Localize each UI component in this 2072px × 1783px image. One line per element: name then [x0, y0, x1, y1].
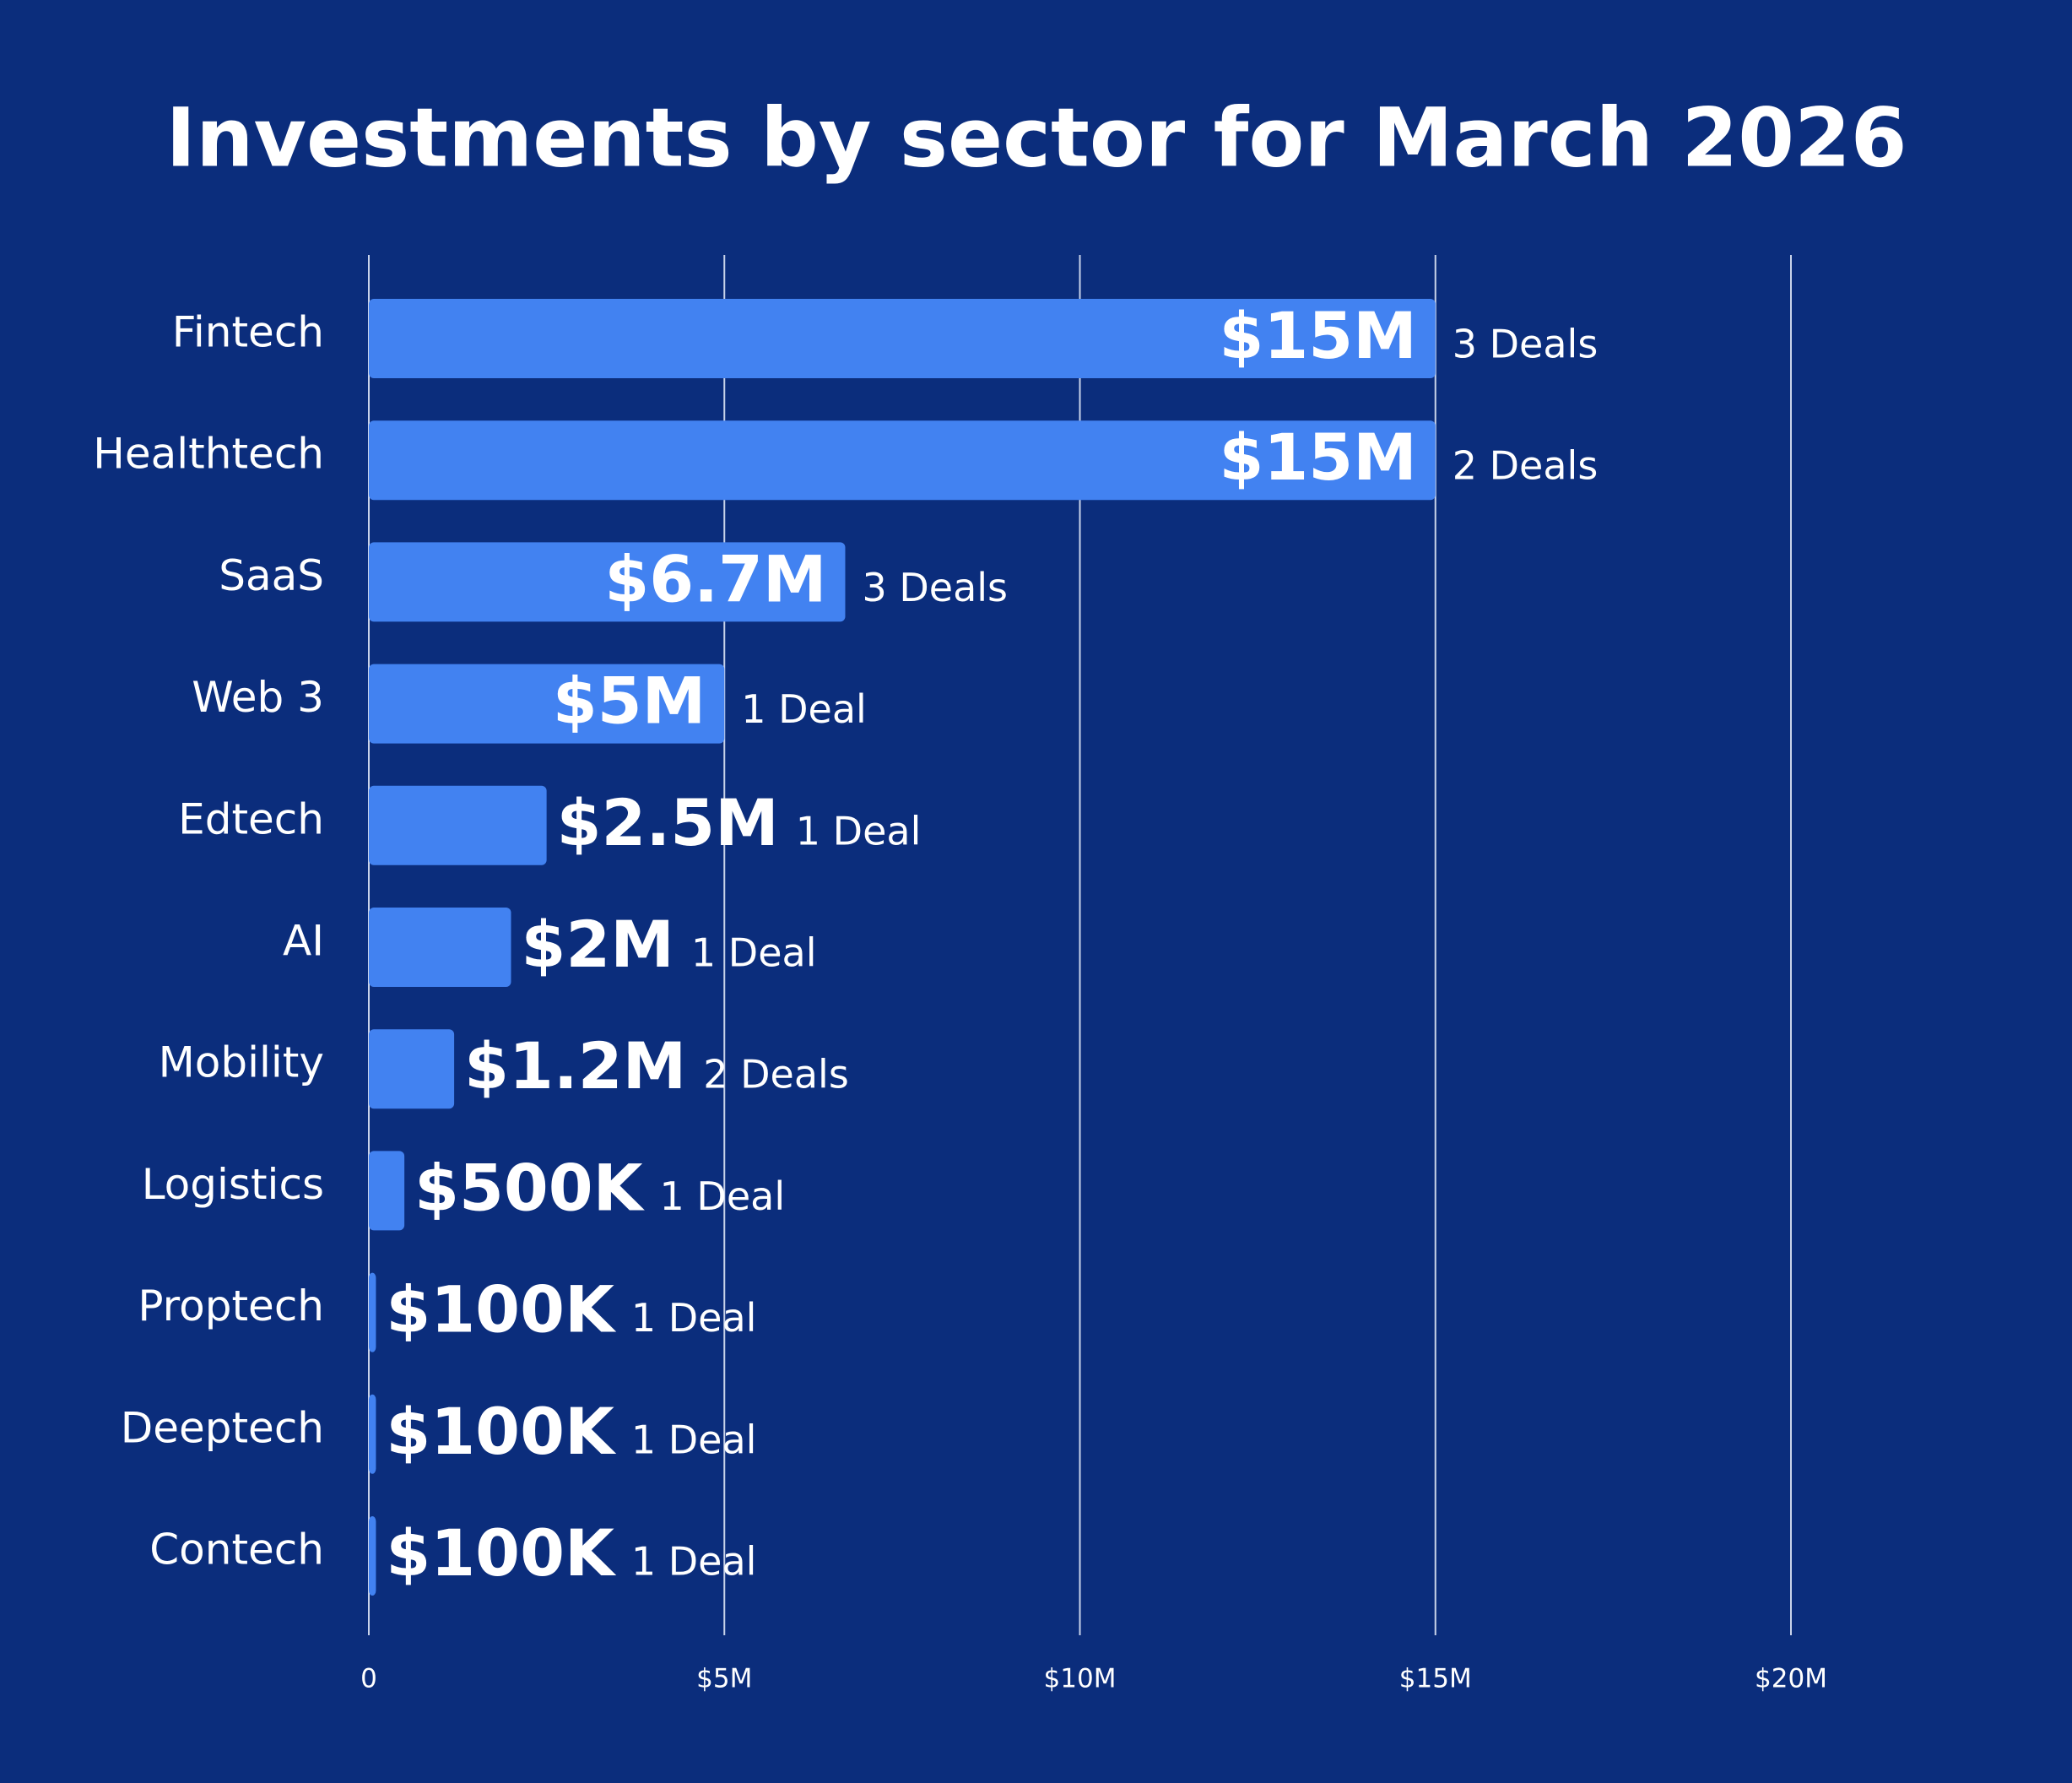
- deal-label: 3 Deals: [862, 565, 1008, 610]
- deal-label: 1 Deal: [691, 930, 817, 976]
- bar: [369, 1151, 405, 1231]
- deal-label: 1 Deal: [741, 686, 867, 732]
- value-label: $5M: [553, 664, 706, 739]
- value-label: $500K: [414, 1150, 646, 1225]
- y-tick-label: Healthtech: [93, 430, 324, 479]
- y-tick-label: Deeptech: [121, 1403, 324, 1452]
- y-tick-label: Fintech: [172, 308, 324, 357]
- chart-title: Investments by sector for March 2026: [165, 90, 1907, 185]
- bar: [369, 1516, 376, 1596]
- value-label: $15M: [1219, 298, 1416, 373]
- bar: [369, 785, 547, 865]
- y-tick-label: SaaS: [219, 551, 324, 600]
- deal-label: 1 Deal: [660, 1173, 786, 1219]
- deal-label: 3 Deals: [1453, 322, 1599, 367]
- value-label: $2.5M: [557, 785, 779, 860]
- x-tick-label: $20M: [1755, 1664, 1827, 1694]
- deal-label: 2 Deals: [1453, 443, 1599, 489]
- deal-label: 1 Deal: [631, 1417, 757, 1462]
- bar: [369, 542, 846, 622]
- value-label: $6.7M: [604, 541, 826, 616]
- y-tick-label: Edtech: [178, 794, 324, 843]
- y-tick-label: Proptech: [138, 1282, 324, 1330]
- x-tick-label: $15M: [1399, 1664, 1472, 1694]
- y-tick-label: Web 3: [192, 673, 324, 722]
- x-tick-label: $5M: [696, 1664, 752, 1694]
- deal-label: 1 Deal: [631, 1295, 757, 1341]
- value-label: $100K: [386, 1394, 617, 1469]
- value-label: $2M: [522, 907, 674, 982]
- bar: [369, 1272, 376, 1352]
- value-label: $1.2M: [464, 1028, 686, 1103]
- y-tick-label: Logistics: [142, 1160, 324, 1209]
- bar: [369, 664, 725, 744]
- y-tick-label: Mobility: [159, 1038, 324, 1087]
- deal-label: 1 Deal: [631, 1539, 757, 1585]
- bar: [369, 1029, 455, 1109]
- value-label: $100K: [386, 1515, 617, 1591]
- bar: [369, 908, 511, 987]
- x-tick-label: 0: [360, 1664, 377, 1694]
- value-label: $100K: [386, 1272, 617, 1347]
- bar: [369, 299, 1436, 378]
- y-tick-label: Contech: [149, 1526, 324, 1574]
- value-label: $15M: [1219, 420, 1416, 495]
- bar: [369, 420, 1436, 501]
- y-tick-label: AI: [283, 917, 324, 966]
- x-tick-label: $10M: [1044, 1664, 1117, 1694]
- deal-label: 1 Deal: [796, 808, 922, 854]
- bar: [369, 1394, 376, 1474]
- deal-label: 2 Deals: [703, 1052, 849, 1097]
